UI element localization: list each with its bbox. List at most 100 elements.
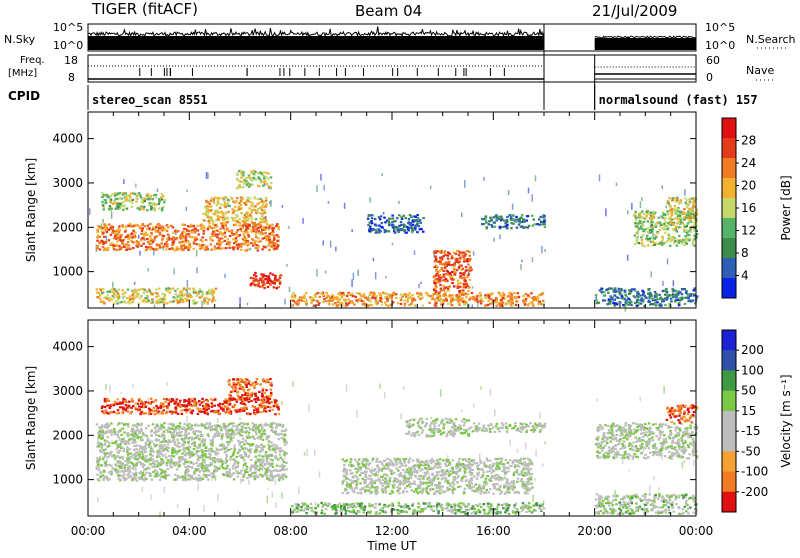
power-cell — [146, 209, 149, 211]
velocity-cell — [234, 390, 237, 392]
power-cell — [245, 238, 248, 240]
power-cell — [336, 305, 339, 307]
power-cell — [105, 226, 108, 228]
velocity-noise-speck — [494, 409, 496, 416]
power-cell — [531, 301, 534, 303]
power-noise-speck — [605, 208, 607, 216]
power-cell — [149, 248, 152, 250]
power-noise-speck — [102, 219, 104, 223]
power-cell — [167, 235, 170, 237]
velocity-cell — [197, 413, 200, 415]
power-cell — [459, 272, 462, 274]
power-cell — [618, 301, 621, 303]
velocity-cell — [227, 444, 230, 446]
power-cell — [488, 223, 491, 225]
power-cell — [458, 302, 461, 304]
velocity-cell — [104, 410, 107, 412]
power-cell — [96, 288, 99, 290]
velocity-noise-speck — [281, 492, 283, 498]
velocity-cell — [234, 461, 237, 463]
velocity-noise-speck — [658, 487, 660, 490]
power-cell — [526, 220, 529, 222]
velocity-cell — [193, 473, 196, 475]
velocity-cell — [276, 406, 279, 408]
nave-tick-top: 60 — [706, 54, 720, 67]
power-cell — [675, 226, 678, 228]
power-cell — [172, 242, 175, 244]
power-cell — [244, 202, 247, 204]
power-cell — [255, 231, 257, 233]
power-cell — [244, 180, 247, 182]
power-cell — [672, 228, 675, 230]
velocity-cell — [210, 398, 213, 400]
velocity-cell — [107, 413, 110, 415]
power-noise-speck — [652, 233, 654, 240]
power-cell — [668, 197, 671, 199]
power-noise-speck — [206, 172, 208, 179]
power-cell — [400, 221, 403, 223]
power-cell — [397, 231, 400, 233]
velocity-cell — [225, 467, 228, 469]
power-cell — [408, 296, 411, 298]
power-cell — [236, 178, 239, 180]
power-cell — [501, 305, 504, 307]
power-cell — [222, 247, 225, 249]
power-cell — [654, 223, 657, 225]
power-cell — [276, 223, 279, 225]
velocity-cell — [201, 401, 204, 403]
power-cell — [649, 292, 652, 294]
power-cell — [303, 300, 306, 302]
power-cell — [226, 228, 229, 230]
power-cell — [180, 245, 183, 247]
velocity-cell — [149, 475, 152, 477]
power-cell — [101, 196, 104, 198]
power-cell — [459, 282, 462, 284]
power-cell — [692, 204, 695, 206]
power-cell — [118, 225, 121, 227]
power-cell — [467, 290, 470, 292]
power-cell — [643, 245, 646, 247]
power-cell — [447, 252, 450, 254]
power-cell — [217, 247, 220, 249]
velocity-cell — [146, 440, 149, 442]
velocity-cell — [229, 412, 232, 414]
power-cell — [238, 245, 241, 247]
velocity-cell — [132, 473, 135, 475]
power-cell — [120, 240, 123, 242]
velocity-cell — [98, 445, 101, 447]
power-cell — [110, 234, 113, 236]
power-cell — [683, 219, 686, 221]
velocity-cell — [132, 463, 135, 465]
velocity-cell — [132, 405, 135, 407]
power-cell — [214, 213, 217, 215]
velocity-cell — [257, 411, 260, 413]
velocity-cell — [151, 479, 154, 481]
power-cell — [535, 299, 538, 301]
power-noise-speck — [322, 240, 324, 245]
power-cell — [236, 197, 239, 199]
cpid-label: CPID — [8, 89, 40, 103]
power-cell — [99, 298, 102, 300]
power-cell — [508, 292, 511, 294]
velocity-cell — [253, 399, 256, 401]
power-cell — [655, 225, 658, 227]
power-cell — [117, 235, 120, 237]
power-cell — [619, 293, 622, 295]
power-cell — [160, 226, 163, 228]
velocity-cell — [168, 455, 171, 457]
power-cell — [503, 220, 506, 222]
power-noise-speck — [157, 189, 159, 192]
power-cell — [251, 238, 254, 240]
power-cell — [641, 228, 644, 230]
power-cell — [391, 215, 394, 217]
velocity-cell — [237, 476, 240, 478]
velocity-noise-speck — [203, 505, 205, 512]
velocity-cell — [137, 423, 140, 425]
velocity-cell — [178, 442, 181, 444]
velocity-cell — [226, 471, 229, 473]
velocity-cell — [151, 466, 154, 468]
power-cell — [390, 295, 393, 297]
power-cell — [127, 241, 129, 243]
power-cell — [112, 232, 115, 234]
velocity-cell — [267, 406, 270, 408]
